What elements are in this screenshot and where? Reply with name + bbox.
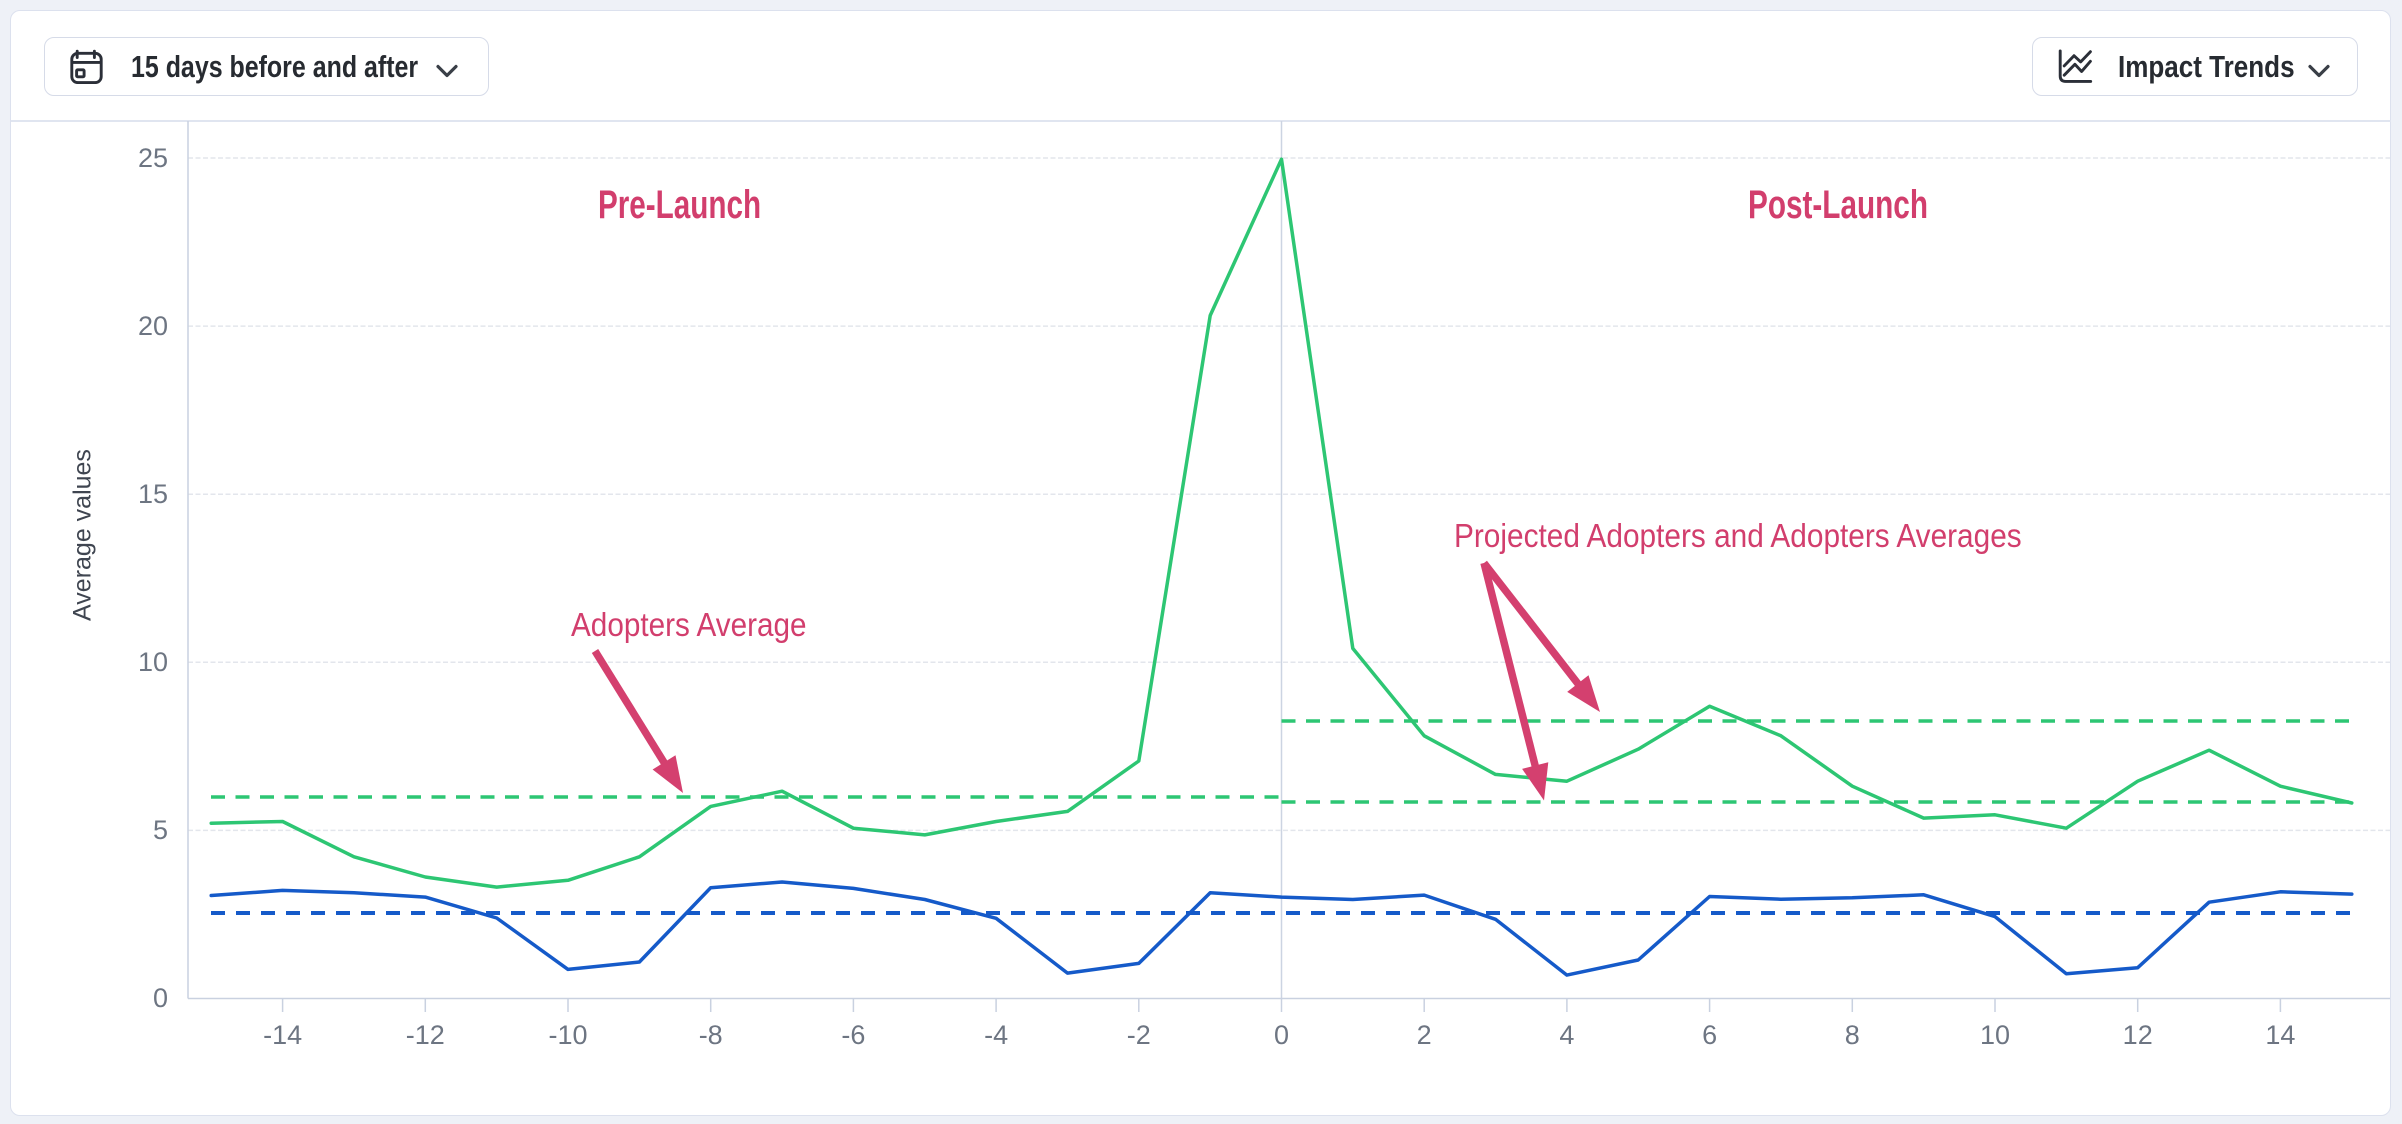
svg-text:5: 5 <box>153 815 168 845</box>
svg-text:20: 20 <box>138 311 168 341</box>
svg-text:-14: -14 <box>263 1020 302 1050</box>
svg-text:14: 14 <box>2265 1020 2295 1050</box>
svg-text:15: 15 <box>138 479 168 509</box>
svg-text:8: 8 <box>1845 1020 1860 1050</box>
svg-text:2: 2 <box>1417 1020 1432 1050</box>
svg-text:25: 25 <box>138 143 168 173</box>
svg-text:-2: -2 <box>1127 1020 1151 1050</box>
svg-text:-10: -10 <box>548 1020 587 1050</box>
svg-text:10: 10 <box>1980 1020 2010 1050</box>
svg-text:12: 12 <box>2123 1020 2153 1050</box>
svg-text:-8: -8 <box>699 1020 723 1050</box>
svg-text:0: 0 <box>153 983 168 1013</box>
svg-text:4: 4 <box>1559 1020 1574 1050</box>
svg-text:Average values: Average values <box>69 449 97 621</box>
svg-text:10: 10 <box>138 647 168 677</box>
svg-text:-4: -4 <box>984 1020 1008 1050</box>
svg-text:-6: -6 <box>841 1020 865 1050</box>
svg-text:0: 0 <box>1274 1020 1289 1050</box>
svg-text:-12: -12 <box>406 1020 445 1050</box>
svg-text:6: 6 <box>1702 1020 1717 1050</box>
